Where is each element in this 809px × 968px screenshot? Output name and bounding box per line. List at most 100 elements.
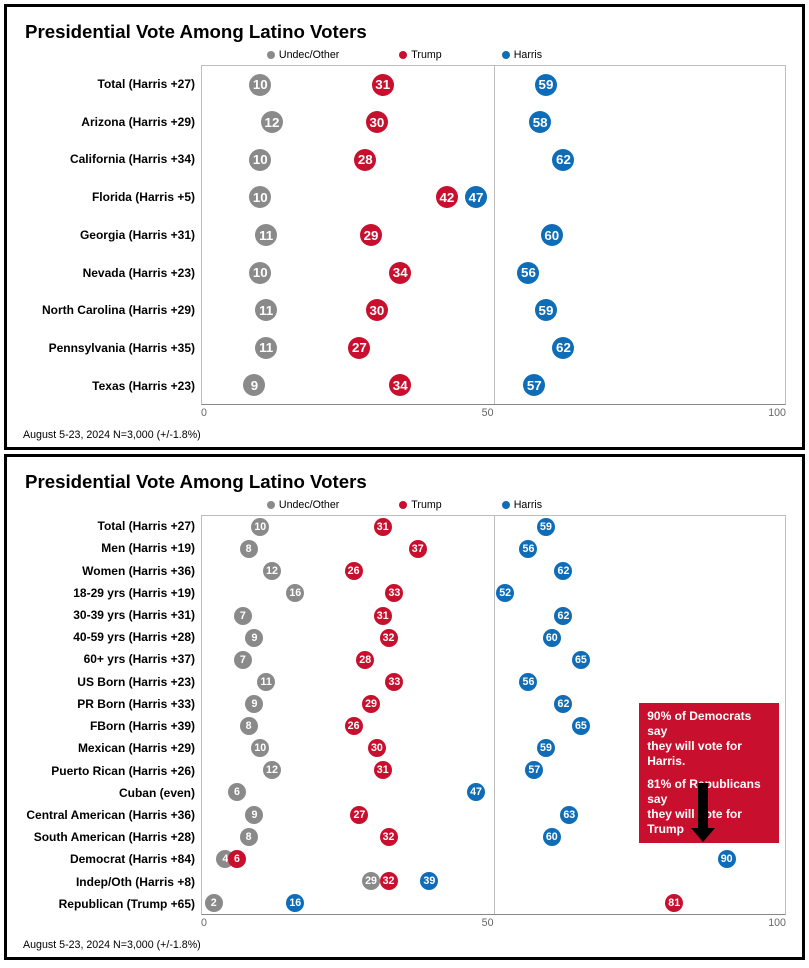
y-label: Men (Harris +19) <box>23 542 195 554</box>
marker-harris: 62 <box>554 695 572 713</box>
marker-undec: 29 <box>362 872 380 890</box>
legend-item-harris: Harris <box>502 49 542 61</box>
legend-item-harris: Harris <box>502 499 542 511</box>
y-labels: Total (Harris +27)Men (Harris +19)Women … <box>23 515 201 915</box>
y-label: Pennsylvania (Harris +35) <box>23 342 195 354</box>
marker-undec: 7 <box>234 607 252 625</box>
x-tick: 100 <box>768 407 786 419</box>
marker-undec: 11 <box>255 337 277 359</box>
marker-harris: 57 <box>523 374 545 396</box>
annotation-line: 90% of Democrats say <box>647 709 771 739</box>
marker-harris: 58 <box>529 111 551 133</box>
marker-harris: 59 <box>535 74 557 96</box>
x-tick: 50 <box>482 407 494 419</box>
legend-item-trump: Trump <box>399 499 441 511</box>
marker-harris: 65 <box>572 651 590 669</box>
y-label: Arizona (Harris +29) <box>23 116 195 128</box>
y-label: Mexican (Harris +29) <box>23 742 195 754</box>
y-label: Georgia (Harris +31) <box>23 229 195 241</box>
marker-trump: 6 <box>228 850 246 868</box>
legend-label-harris: Harris <box>514 499 542 511</box>
gridline-mid <box>494 66 495 404</box>
legend-label-undec: Undec/Other <box>279 49 339 61</box>
legend-label-trump: Trump <box>411 49 441 61</box>
y-label: PR Born (Harris +33) <box>23 698 195 710</box>
marker-undec: 12 <box>263 562 281 580</box>
marker-undec: 11 <box>257 673 275 691</box>
legend-dot-harris <box>502 51 510 59</box>
marker-harris: 60 <box>543 828 561 846</box>
gridline-mid <box>494 516 495 914</box>
y-label: Florida (Harris +5) <box>23 191 195 203</box>
marker-undec: 11 <box>255 299 277 321</box>
x-tick: 0 <box>201 407 207 419</box>
y-label: Indep/Oth (Harris +8) <box>23 876 195 888</box>
y-label: Texas (Harris +23) <box>23 380 195 392</box>
marker-trump: 33 <box>385 584 403 602</box>
marker-undec: 10 <box>249 74 271 96</box>
marker-trump: 27 <box>348 337 370 359</box>
marker-trump: 26 <box>345 562 363 580</box>
marker-undec: 10 <box>251 518 269 536</box>
marker-trump: 30 <box>368 739 386 757</box>
chart-title: Presidential Vote Among Latino Voters <box>25 471 786 493</box>
marker-harris: 62 <box>552 337 574 359</box>
marker-harris: 65 <box>572 717 590 735</box>
marker-trump: 34 <box>389 374 411 396</box>
marker-harris: 56 <box>517 262 539 284</box>
marker-trump: 31 <box>374 761 392 779</box>
x-tick: 50 <box>482 917 494 929</box>
chart-title: Presidential Vote Among Latino Voters <box>25 21 786 43</box>
marker-undec: 10 <box>251 739 269 757</box>
marker-undec: 8 <box>240 717 258 735</box>
marker-undec: 6 <box>228 783 246 801</box>
legend-dot-harris <box>502 501 510 509</box>
marker-trump: 31 <box>372 74 394 96</box>
marker-harris: 62 <box>552 149 574 171</box>
legend-label-harris: Harris <box>514 49 542 61</box>
arrow-shaft <box>698 783 708 831</box>
marker-undec: 16 <box>286 584 304 602</box>
marker-undec: 11 <box>255 224 277 246</box>
marker-trump: 32 <box>380 872 398 890</box>
marker-harris: 62 <box>554 562 572 580</box>
marker-harris: 56 <box>519 673 537 691</box>
marker-trump: 30 <box>366 299 388 321</box>
marker-harris: 47 <box>465 186 487 208</box>
marker-trump: 31 <box>374 518 392 536</box>
marker-trump: 29 <box>362 695 380 713</box>
marker-undec: 9 <box>243 374 265 396</box>
plot-area: 1031591230581028621042471129601034561130… <box>201 65 786 405</box>
chart-panel-states: Presidential Vote Among Latino Voters Un… <box>4 4 805 450</box>
legend-item-undec: Undec/Other <box>267 499 339 511</box>
marker-harris: 60 <box>543 629 561 647</box>
marker-undec: 10 <box>249 149 271 171</box>
legend-dot-undec <box>267 501 275 509</box>
marker-trump: 26 <box>345 717 363 735</box>
annotation-box: 90% of Democrats saythey will vote for H… <box>639 703 779 843</box>
marker-trump: 32 <box>380 828 398 846</box>
y-label: Central American (Harris +36) <box>23 809 195 821</box>
marker-undec: 12 <box>263 761 281 779</box>
marker-trump: 81 <box>665 894 683 912</box>
marker-harris: 47 <box>467 783 485 801</box>
page: Presidential Vote Among Latino Voters Un… <box>0 0 809 968</box>
chart-legend: Undec/Other Trump Harris <box>23 499 786 511</box>
y-labels: Total (Harris +27)Arizona (Harris +29)Ca… <box>23 65 201 405</box>
chart-footnote: August 5-23, 2024 N=3,000 (+/-1.8%) <box>23 429 786 441</box>
y-label: Total (Harris +27) <box>23 78 195 90</box>
marker-harris: 60 <box>541 224 563 246</box>
marker-undec: 10 <box>249 186 271 208</box>
annotation-line: 81% of Republicans say <box>647 777 771 807</box>
marker-harris: 62 <box>554 607 572 625</box>
marker-trump: 28 <box>356 651 374 669</box>
chart-panel-demographics: Presidential Vote Among Latino Voters Un… <box>4 454 805 960</box>
x-ticks: 0 50 100 <box>201 917 786 929</box>
y-label: Nevada (Harris +23) <box>23 267 195 279</box>
marker-harris: 59 <box>535 299 557 321</box>
y-label: Puerto Rican (Harris +26) <box>23 765 195 777</box>
marker-undec: 12 <box>261 111 283 133</box>
marker-undec: 10 <box>249 262 271 284</box>
y-label: 30-39 yrs (Harris +31) <box>23 609 195 621</box>
marker-trump: 31 <box>374 607 392 625</box>
